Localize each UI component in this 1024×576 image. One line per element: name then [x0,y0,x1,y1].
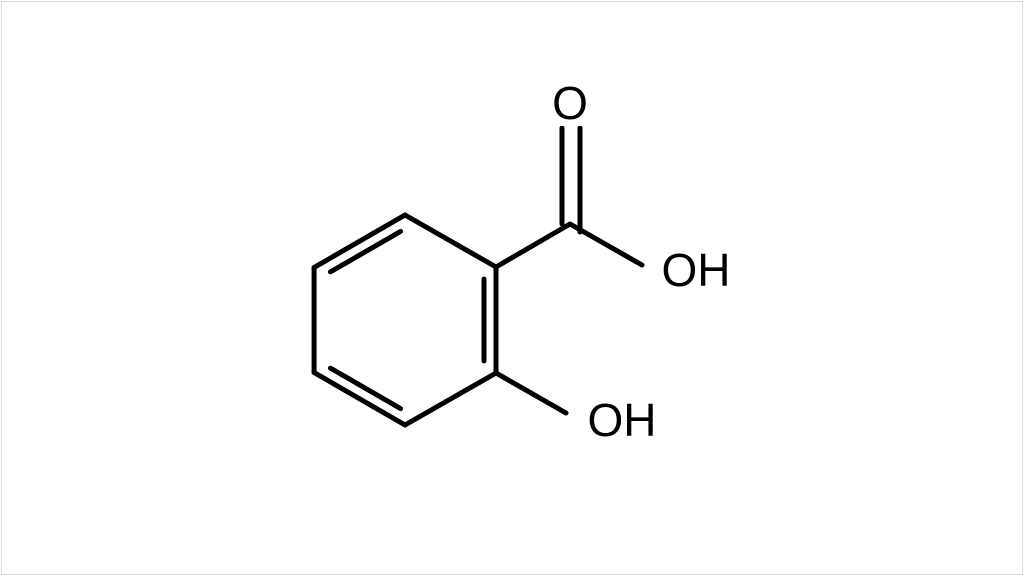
atom-OH-acid: OH [658,247,735,293]
atom-O-carbonyl: O [548,80,592,126]
atom-OH-phenol: OH [584,397,661,443]
image-frame [1,1,1023,575]
